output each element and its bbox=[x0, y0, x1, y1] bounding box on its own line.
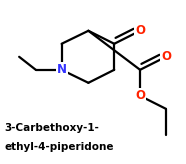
Text: ethyl-4-piperidone: ethyl-4-piperidone bbox=[4, 142, 114, 152]
Text: O: O bbox=[135, 24, 145, 37]
Text: N: N bbox=[57, 63, 67, 76]
Text: O: O bbox=[161, 50, 171, 63]
Text: 3-Carbethoxy-1-: 3-Carbethoxy-1- bbox=[4, 123, 99, 133]
Text: O: O bbox=[135, 89, 145, 102]
